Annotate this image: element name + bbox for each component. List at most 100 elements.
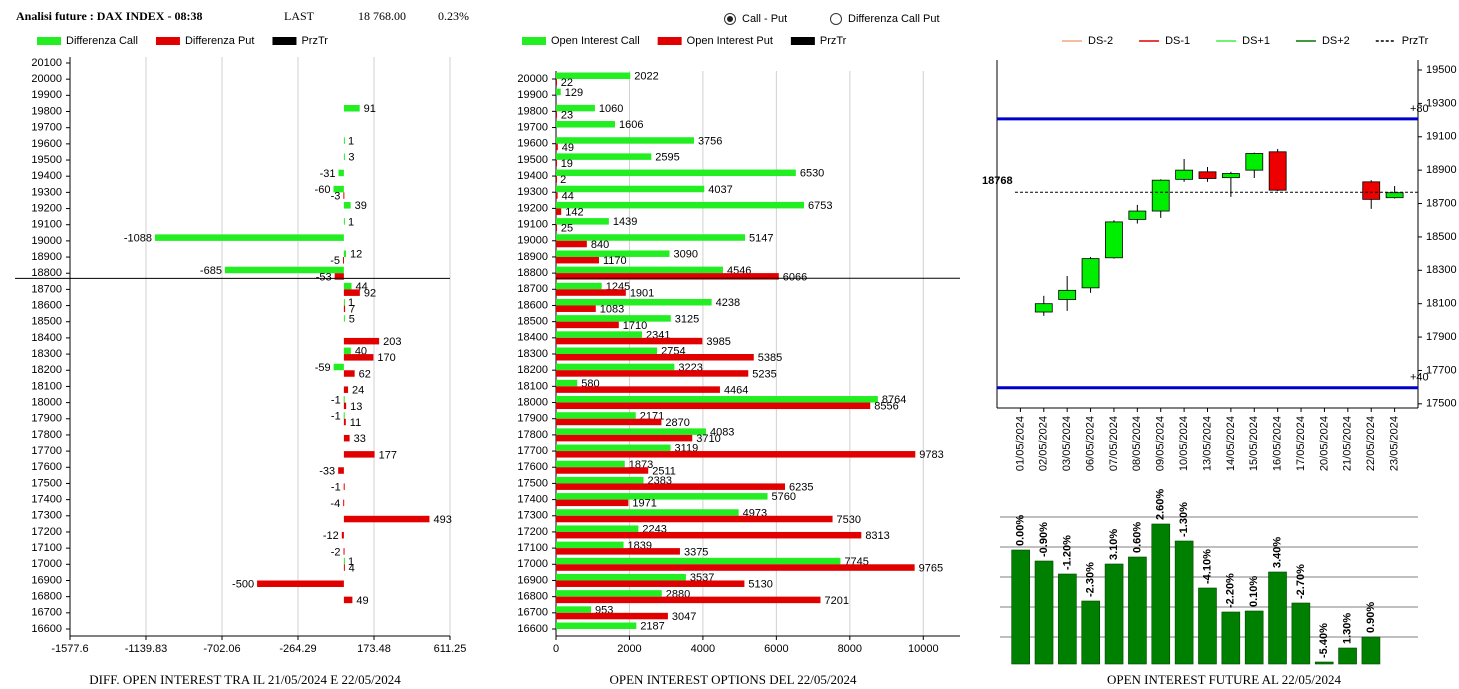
bar [556,493,768,500]
y-tick-label: 19400 [517,170,548,182]
y-tick-label: 19100 [31,219,62,231]
bar [556,159,557,167]
data-label: 7 [349,304,355,316]
legend-label: DS-1 [1165,35,1190,47]
y-tick-label: 16800 [31,591,62,603]
bar [343,451,375,458]
chart-title: DIFF. OPEN INTEREST TRA IL 21/05/2024 E … [89,672,401,687]
legend-label: PrzTr [301,35,328,47]
bar [556,370,749,377]
data-label: 3710 [696,433,720,445]
bar [343,515,430,523]
data-label: 3375 [684,546,708,558]
data-label: 91 [364,103,376,115]
bar [556,331,642,338]
candle-body [1362,181,1381,200]
radio-label[interactable]: Differenza Call Put [848,13,940,25]
bar [556,596,821,604]
candle-body [1245,153,1264,171]
data-label: 23 [561,110,573,122]
y-tick-label: 17900 [31,413,62,425]
data-label: -31 [320,168,336,180]
bar [1244,610,1264,665]
data-label: 6066 [783,271,807,283]
bar [556,347,658,354]
data-label: 92 [364,288,376,300]
radio-label[interactable]: Call - Put [742,13,787,25]
bar [343,418,346,426]
data-label: 1170 [603,255,627,267]
bar [1198,587,1217,665]
data-label: -4 [330,498,340,510]
y-tick-label: 19700 [31,122,62,134]
radio-button[interactable] [830,13,842,25]
y-tick-label: 19200 [517,202,548,214]
data-label: 170 [377,352,395,364]
bar [343,347,351,355]
candle-body [1151,179,1170,212]
bar [556,298,712,306]
bar [556,541,624,549]
y-tick-label: 17900 [1426,331,1457,343]
bar [1314,661,1334,665]
bar [556,451,916,458]
bar [556,590,662,597]
bar [334,273,344,280]
bar [257,580,344,587]
y-tick-label: 18500 [517,316,548,328]
data-label: 44 [562,190,574,202]
data-label: 7530 [837,514,861,526]
bar [556,208,562,215]
bar [556,354,754,361]
bar [556,111,557,118]
bar [556,321,619,329]
bar [1081,600,1101,665]
data-label: 5235 [752,368,776,380]
bar [343,202,351,209]
header-title: Analisi future : DAX INDEX - 08:38 [16,9,202,23]
bar [556,580,745,587]
bar [556,379,578,387]
legend-swatch [155,37,180,45]
data-label: 2511 [652,465,676,477]
data-label: 1971 [632,498,656,510]
bar [343,412,345,419]
y-tick-label: 18600 [31,299,62,311]
data-label: 4037 [708,184,732,196]
data-label: 11 [350,417,361,429]
y-tick-label: 17100 [517,542,548,554]
bar [343,370,355,377]
bar [556,282,602,290]
bar [556,557,841,565]
data-label: -2 [331,546,341,558]
y-tick-label: 17500 [1426,398,1457,410]
bar-label: -2.30% [1085,562,1097,597]
bar [343,337,380,345]
bar [556,315,671,322]
y-tick-label: 17700 [1426,364,1457,376]
y-tick-label: 19000 [517,235,548,247]
y-tick-label: 19300 [517,186,548,198]
y-tick-label: 18600 [517,299,548,311]
last-change: 0.23% [438,9,469,23]
data-label: 49 [356,595,368,607]
y-tick-label: 18100 [1426,298,1457,310]
y-tick-label: 17300 [517,510,548,522]
radio-dot[interactable] [727,16,733,22]
data-label: 142 [565,207,583,219]
bar [556,564,915,571]
radio-call-put[interactable]: Call - Put [724,13,788,25]
candle-body [1081,258,1100,289]
data-label: -12 [323,530,339,542]
candle-body [1198,171,1217,179]
data-label: 5130 [748,579,772,591]
radio-diff[interactable]: Differenza Call Put [830,13,940,25]
x-tick-label: 01/05/2024 [1014,416,1026,471]
legend-swatch [522,37,546,45]
bar [343,354,374,361]
legend-label: Differenza Call [66,35,138,47]
y-tick-label: 17700 [517,445,548,457]
y-tick-label: 19500 [517,154,548,166]
y-tick-label: 17400 [517,493,548,505]
data-label: 2870 [665,417,689,429]
